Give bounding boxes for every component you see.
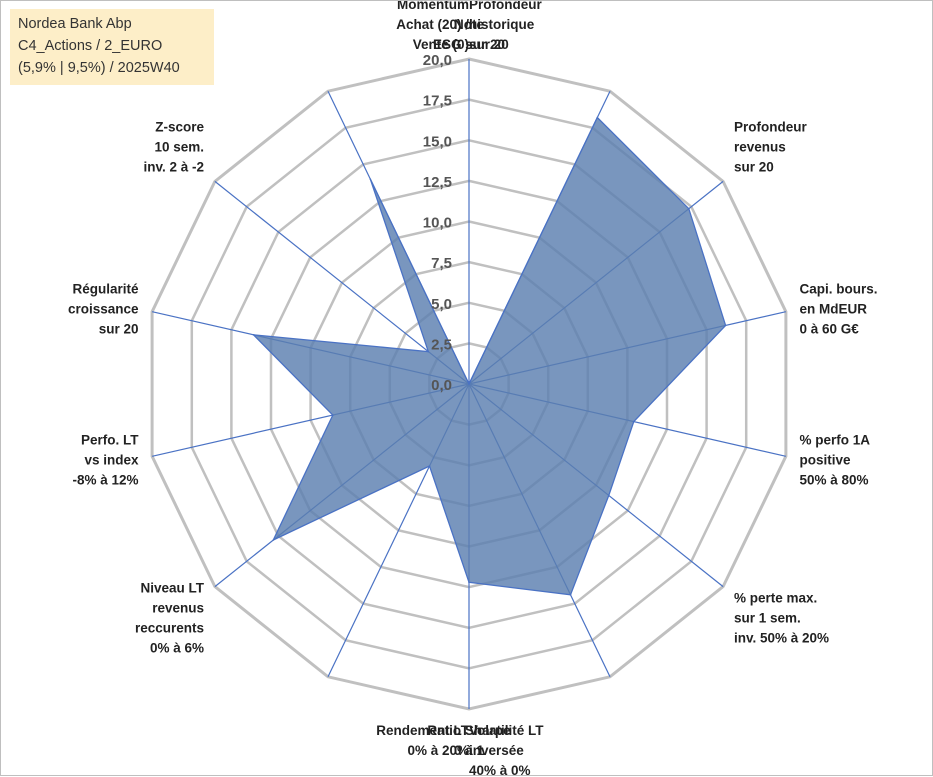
axis-label-4-line-2: 50% à 80% <box>800 472 869 487</box>
label-layer: Note ESG sur 20 Profondeur historique sur 20… <box>68 1 878 777</box>
tick-label-1: 2,5 <box>431 336 452 353</box>
axis-label-4-line-0: % perfo 1A <box>800 432 871 447</box>
axis-label-7: Ratio Sharpe 0 à 1 <box>427 723 511 758</box>
data-point-3 <box>724 324 727 327</box>
axis-label-6-line-0: Volatilité LT <box>469 723 544 738</box>
axis-label-13-line-2: Vente (0) <box>413 37 469 52</box>
tick-label-6: 15,0 <box>423 133 452 150</box>
axis-label-6-line-2: 40% à 0% <box>469 763 531 777</box>
axis-label-0-line-1: ESG sur 20 <box>433 37 505 52</box>
axis-label-11: Régularité croissance sur 20 <box>68 282 139 337</box>
axis-label-5: % perte max. sur 1 sem. inv. 50% à 20% <box>734 590 829 645</box>
axis-label-13: Momentum Achat (20) / Vente (0) <box>396 1 469 52</box>
info-box: Nordea Bank Abp C4_Actions / 2_EURO (5,9… <box>10 9 214 85</box>
axis-label-9-line-3: 0% à 6% <box>150 640 204 655</box>
axis-label-4-line-1: positive <box>800 452 852 467</box>
data-point-0 <box>468 383 470 385</box>
axis-label-8-line-1: 0% à 20% <box>407 743 469 758</box>
axis-label-0-line-0: Note <box>454 17 484 32</box>
axis-label-3: Capi. bours. en MdEUR 0 à 60 G€ <box>800 282 878 337</box>
axis-label-10-line-0: Perfo. LT <box>81 432 139 447</box>
axis-label-1-line-1: historique <box>469 17 535 32</box>
axis-label-11-line-2: sur 20 <box>99 322 139 337</box>
tick-label-7: 17,5 <box>423 93 452 110</box>
axis-label-10-line-2: -8% à 12% <box>72 472 138 487</box>
tick-layer: 0,0 2,5 5,0 7,5 10,0 12,5 15,0 17,5 20,0 <box>423 52 452 394</box>
tick-label-2: 5,0 <box>431 296 452 313</box>
axis-label-5-line-1: sur 1 sem. <box>734 610 801 625</box>
axis-label-1: Profondeur historique sur 20 <box>469 1 542 52</box>
spoke-12 <box>214 180 470 385</box>
axis-label-9: Niveau LT revenus reccurents 0% à 6% <box>135 580 205 655</box>
axis-label-12-line-2: inv. 2 à -2 <box>143 160 204 175</box>
axis-label-4: % perfo 1A positive 50% à 80% <box>800 432 871 487</box>
axis-label-2: Profondeur revenus sur 20 <box>734 120 807 175</box>
axis-label-1-line-2: sur 20 <box>469 37 509 52</box>
data-point-1 <box>596 116 599 119</box>
axis-label-12-line-1: 10 sem. <box>154 140 204 155</box>
axis-label-2-line-2: sur 20 <box>734 160 774 175</box>
data-point-11 <box>252 334 255 336</box>
axis-label-7-line-0: Ratio Sharpe <box>427 723 511 738</box>
axis-label-11-line-0: Régularité <box>72 282 139 297</box>
axis-label-5-line-0: % perte max. <box>734 590 817 605</box>
axis-label-6-line-1: inversée <box>469 743 524 758</box>
data-point-10 <box>332 414 334 416</box>
tick-label-5: 12,5 <box>423 174 452 191</box>
axis-label-6: Volatilité LT inversée 40% à 0% <box>469 723 544 777</box>
axis-label-3-line-0: Capi. bours. <box>800 282 878 297</box>
data-point-12 <box>427 350 430 353</box>
data-point-2 <box>688 207 690 210</box>
axis-label-0: Note ESG sur 20 <box>433 17 505 52</box>
axis-label-8: Rendement LT 0% à 20% <box>376 723 470 758</box>
axis-label-13-line-1: Achat (20) / <box>396 17 469 32</box>
data-point-13 <box>369 178 372 180</box>
axis-label-7-line-1: 0 à 1 <box>454 743 485 758</box>
data-point-7 <box>468 581 470 584</box>
axis-label-9-line-1: revenus <box>152 600 204 615</box>
axis-label-9-line-0: Niveau LT <box>140 580 204 595</box>
axis-label-5-line-2: inv. 50% à 20% <box>734 630 829 645</box>
axis-label-10-line-1: vs index <box>84 452 139 467</box>
axis-label-12: Z-score 10 sem. inv. 2 à -2 <box>143 120 204 175</box>
axis-label-2-line-0: Profondeur <box>734 120 807 135</box>
axis-label-8-line-0: Rendement LT <box>376 723 470 738</box>
data-point-9 <box>272 539 275 541</box>
axis-label-2-line-1: revenus <box>734 140 786 155</box>
data-layer <box>251 116 727 596</box>
data-point-8 <box>428 465 431 467</box>
data-point-5 <box>608 494 610 497</box>
tick-label-8: 20,0 <box>423 52 452 69</box>
tick-label-0: 0,0 <box>431 377 452 394</box>
tick-label-4: 10,0 <box>423 215 452 232</box>
axis-label-3-line-1: en MdEUR <box>800 302 868 317</box>
axis-label-1-line-0: Profondeur <box>469 1 542 12</box>
axis-label-3-line-2: 0 à 60 G€ <box>800 322 860 337</box>
tick-label-3: 7,5 <box>431 255 452 272</box>
axis-label-12-line-0: Z-score <box>155 120 204 135</box>
data-point-6 <box>569 594 572 596</box>
axis-label-10: Perfo. LT vs index -8% à 12% <box>72 432 139 487</box>
axis-label-11-line-1: croissance <box>68 302 139 317</box>
info-title: Nordea Bank Abp <box>18 16 132 32</box>
info-category: C4_Actions / 2_EURO <box>18 38 163 54</box>
data-point-4 <box>633 420 635 423</box>
info-period: (5,9% | 9,5%) / 2025W40 <box>18 60 180 76</box>
axis-label-9-line-2: reccurents <box>135 620 204 635</box>
axis-label-13-line-0: Momentum <box>397 1 469 12</box>
